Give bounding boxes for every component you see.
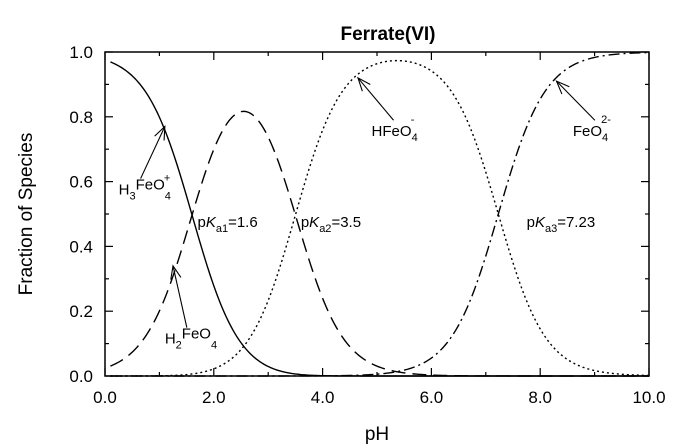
- pka-label-sub: a2: [319, 223, 331, 235]
- species-label-sub2: 4: [165, 191, 171, 203]
- species-label-base: FeO: [573, 123, 602, 140]
- species-label-sub1: 3: [129, 191, 135, 203]
- annotation-arrowhead: [170, 264, 182, 280]
- pka-label: pKa2=3.5: [301, 214, 361, 235]
- x-tick-label: 2.0: [202, 388, 226, 407]
- species-label-base: H: [165, 331, 176, 348]
- species-label: H2FeO4: [165, 326, 217, 352]
- pka-label-k: K: [309, 214, 320, 231]
- y-tick-label: 0.6: [69, 173, 93, 192]
- species-label-sup: -: [411, 114, 415, 126]
- y-tick-label: 0.4: [69, 237, 93, 256]
- x-tick-label: 10.0: [632, 388, 665, 407]
- pka-label-k: K: [535, 214, 546, 231]
- species-label-sub1: 2: [176, 340, 182, 352]
- species-label-base: H: [119, 182, 130, 199]
- species-label-sub2: 4: [602, 132, 608, 144]
- annotation-arrowhead: [555, 80, 570, 95]
- species-label: FeO4 2-: [573, 114, 611, 144]
- series-1-line: [110, 61, 649, 377]
- species-label: H3FeO4 +: [119, 173, 171, 203]
- pka-label-value: =7.23: [557, 214, 595, 231]
- species-label-sub2: 4: [211, 340, 217, 352]
- species-label-base: HFeO: [372, 123, 412, 140]
- species-label-mid: FeO: [136, 177, 165, 194]
- x-tick-label: 4.0: [311, 388, 335, 407]
- pka-label-value: =3.5: [331, 214, 361, 231]
- annotation-arrowhead: [154, 125, 166, 141]
- x-tick-label: 0.0: [93, 388, 117, 407]
- annotation-arrow: [556, 80, 596, 121]
- species-label: HFeO4 -: [372, 114, 418, 144]
- species-label-mid: FeO: [182, 326, 211, 343]
- annotation-arrow: [357, 77, 394, 121]
- y-tick-label: 0.2: [69, 302, 93, 321]
- axis-ticks: 0.0 2.0 4.0 6.0 8.0 10.0 0.0 0.2 0.4 0.6 0.8 1.0: [69, 43, 665, 407]
- annotation-arrow: [140, 126, 166, 179]
- pka-label-sub: a1: [216, 223, 228, 235]
- pka-label-k: K: [206, 214, 217, 231]
- pka-label: pKa3=7.23: [527, 214, 596, 235]
- x-tick-label: 8.0: [528, 388, 552, 407]
- species-label-sup: 2-: [601, 114, 611, 126]
- species-curves: [110, 51, 650, 377]
- pka-label-sub: a3: [545, 223, 557, 235]
- y-tick-label: 1.0: [69, 43, 93, 62]
- annotation-arrowhead: [357, 76, 371, 92]
- pka-label-p: p: [527, 214, 535, 231]
- pka-label-p: p: [301, 214, 309, 231]
- series-2-line: [110, 110, 649, 377]
- y-tick-label: 0.8: [69, 108, 93, 127]
- pka-label: pKa1=1.6: [197, 214, 257, 235]
- pka-label-p: p: [197, 214, 205, 231]
- x-tick-label: 6.0: [420, 388, 444, 407]
- species-label-sup: +: [164, 173, 170, 185]
- annotation-arrow: [172, 265, 188, 328]
- y-tick-label: 0.0: [69, 367, 93, 386]
- series-4-line: [110, 51, 650, 377]
- pka-label-value: =1.6: [228, 214, 258, 231]
- species-label-sub2: 4: [412, 132, 418, 144]
- x-axis-label: pH: [365, 424, 389, 445]
- y-axis-label: Fraction of Species: [16, 133, 37, 296]
- chart-title: Ferrate(VI): [340, 24, 435, 45]
